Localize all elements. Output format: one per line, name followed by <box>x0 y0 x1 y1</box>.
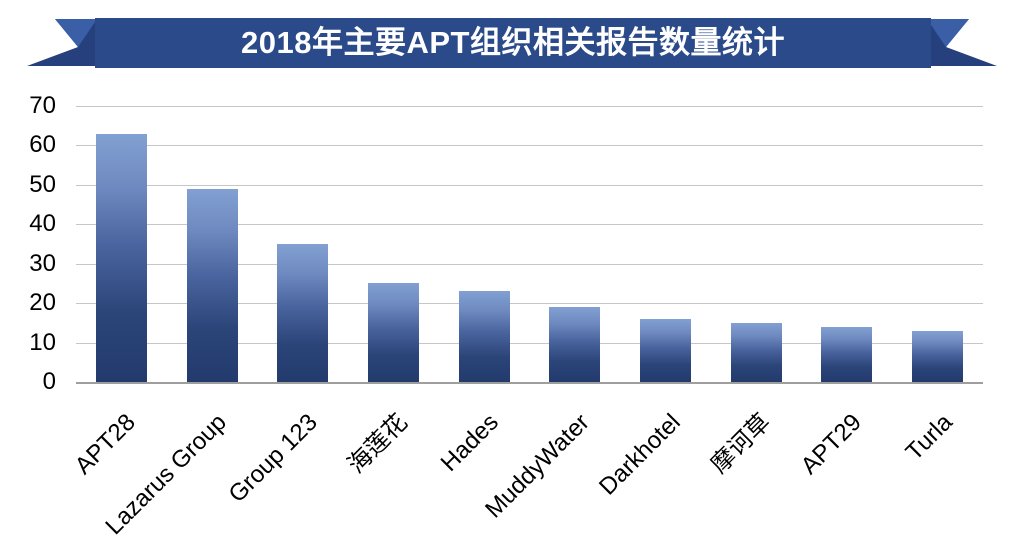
bar <box>912 330 964 382</box>
bar <box>821 326 873 382</box>
y-axis-label: 40 <box>29 210 56 238</box>
bar <box>367 283 419 382</box>
bar <box>549 307 601 382</box>
y-gridline <box>76 184 983 186</box>
y-axis-label: 60 <box>29 131 56 159</box>
ribbon-band <box>95 18 931 68</box>
bar <box>95 133 147 382</box>
x-axis-line <box>76 382 983 384</box>
y-gridline <box>76 145 983 147</box>
y-axis-label: 0 <box>42 368 56 395</box>
chart-title: 2018年主要APT组织相关报告数量统计 <box>241 25 785 60</box>
ribbon-left-fold <box>55 19 97 47</box>
y-gridline <box>76 342 983 344</box>
title-ribbon: 2018年主要APT组织相关报告数量统计 <box>0 0 1024 90</box>
bar <box>277 243 329 382</box>
y-gridline <box>76 263 983 265</box>
y-axis-label: 20 <box>29 289 56 317</box>
y-axis-label: 50 <box>29 170 56 198</box>
bar <box>458 291 510 382</box>
y-gridline <box>76 224 983 226</box>
bar <box>640 318 692 382</box>
y-axis-label: 70 <box>29 91 56 119</box>
y-gridline <box>76 105 983 107</box>
y-axis-label: 10 <box>29 328 56 356</box>
ribbon-right-fold <box>927 19 969 47</box>
bar <box>186 188 238 382</box>
y-gridline <box>76 303 983 305</box>
bar <box>730 322 782 382</box>
y-axis-label: 30 <box>29 249 56 277</box>
ribbon-shape <box>27 18 997 68</box>
